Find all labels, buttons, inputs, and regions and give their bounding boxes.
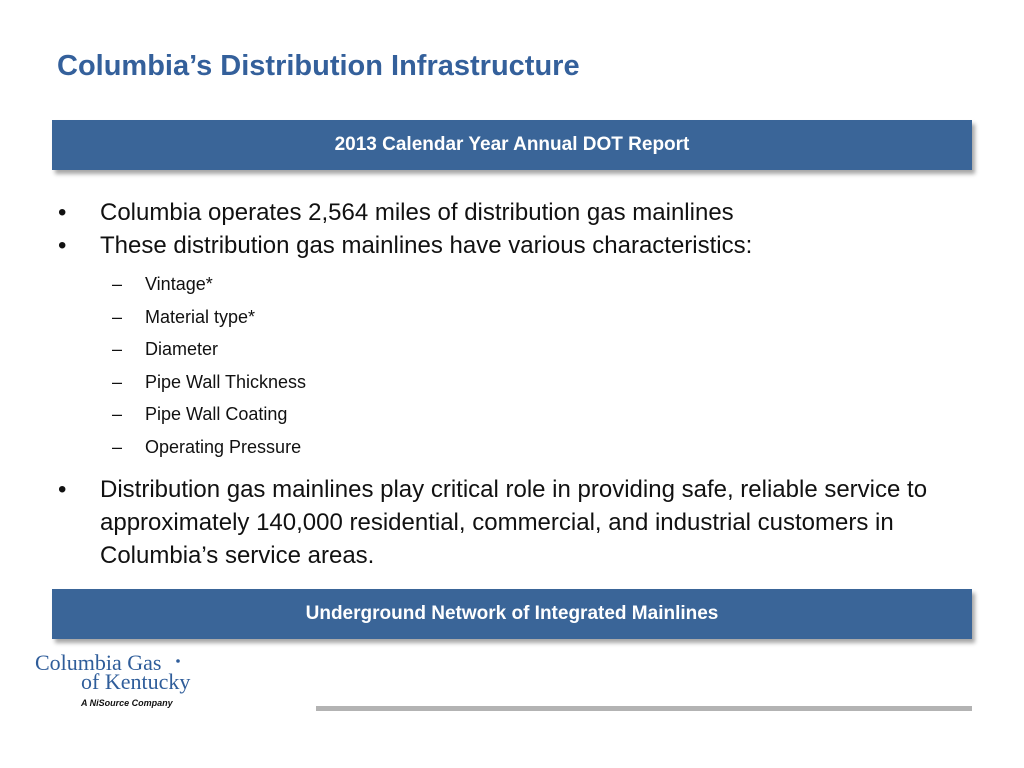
bullet-text: Distribution gas mainlines play critical…	[100, 476, 928, 569]
logo-line-1: Columbia Gas	[35, 650, 162, 675]
sub-bullet-item: – Pipe Wall Thickness	[112, 366, 978, 399]
sub-bullet-text: Operating Pressure	[145, 436, 302, 457]
slide-title: Columbia’s Distribution Infrastructure	[57, 50, 580, 82]
bullet-text: These distribution gas mainlines have va…	[100, 232, 753, 259]
dash-marker: –	[112, 306, 123, 327]
report-banner-label: 2013 Calendar Year Annual DOT Report	[334, 134, 690, 155]
dash-marker: –	[112, 404, 123, 424]
dash-marker: –	[112, 436, 123, 457]
bullet-marker: •	[58, 199, 67, 226]
sub-bullet-item: – Vintage*	[112, 268, 978, 301]
sub-bullet-text: Pipe Wall Coating	[145, 404, 288, 424]
bullet-item: • These distribution gas mainlines have …	[58, 229, 978, 262]
footer-divider	[316, 706, 972, 711]
bullet-text: Columbia operates 2,564 miles of distrib…	[100, 199, 734, 226]
sub-bullet-item: – Pipe Wall Coating	[112, 398, 978, 431]
sub-bullet-text: Vintage*	[145, 274, 213, 294]
bullet-list: • Columbia operates 2,564 miles of distr…	[58, 196, 978, 572]
sub-bullet-text: Material type*	[145, 306, 256, 327]
bullet-item: • Distribution gas mainlines play critic…	[58, 473, 978, 572]
dash-marker: –	[112, 371, 123, 392]
sub-bullet-text: Pipe Wall Thickness	[145, 371, 307, 392]
dash-marker: –	[112, 339, 123, 359]
report-banner: 2013 Calendar Year Annual DOT Report	[52, 120, 972, 170]
network-banner-label: Underground Network of Integrated Mainli…	[305, 603, 719, 624]
sub-bullet-item: – Operating Pressure	[112, 431, 978, 464]
sub-bullet-item: – Material type*	[112, 301, 978, 334]
company-logo: Columbia Gas of Kentucky A NiSource Comp…	[35, 650, 190, 708]
logo-dot	[176, 659, 180, 663]
bullet-marker: •	[58, 476, 67, 503]
bullet-marker: •	[58, 232, 67, 259]
logo-tagline: A NiSource Company	[80, 698, 174, 708]
dash-marker: –	[112, 274, 123, 294]
logo-line-2: of Kentucky	[81, 669, 190, 694]
bullet-item: • Columbia operates 2,564 miles of distr…	[58, 196, 978, 229]
sub-bullet-text: Diameter	[145, 339, 219, 359]
sub-bullet-list: – Vintage* – Material type* – Diameter –…	[112, 268, 978, 463]
network-banner: Underground Network of Integrated Mainli…	[52, 589, 972, 639]
sub-bullet-item: – Diameter	[112, 333, 978, 366]
